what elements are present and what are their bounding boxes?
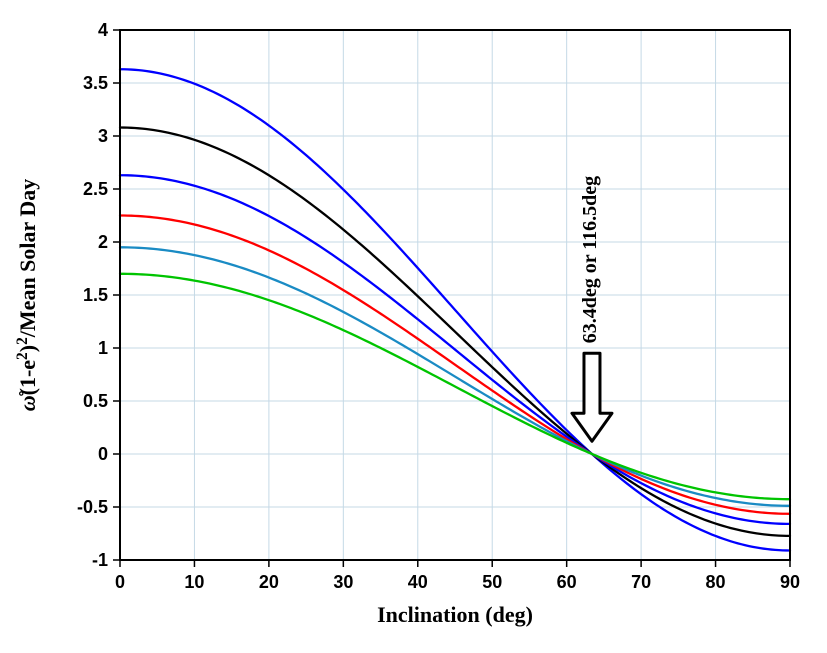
y-tick-label: 1.5 — [83, 285, 108, 305]
x-tick-label: 70 — [631, 572, 651, 592]
x-tick-label: 50 — [482, 572, 502, 592]
y-tick-label: 3.5 — [83, 73, 108, 93]
x-tick-label: 90 — [780, 572, 800, 592]
x-tick-label: 10 — [184, 572, 204, 592]
x-axis-label: Inclination (deg) — [377, 602, 533, 627]
y-tick-label: -1 — [92, 550, 108, 570]
x-tick-label: 40 — [408, 572, 428, 592]
x-tick-label: 0 — [115, 572, 125, 592]
x-tick-label: 20 — [259, 572, 279, 592]
y-tick-label: 3 — [98, 126, 108, 146]
y-tick-label: 4 — [98, 20, 108, 40]
y-tick-label: -0.5 — [77, 497, 108, 517]
chart-svg: 0 10 20 30 40 50 60 70 80 90 -1 -0.5 0 0.5 1 1.5 2 2.5 3 3.… — [0, 0, 827, 653]
y-tick-label: 0.5 — [83, 391, 108, 411]
x-tick-label: 60 — [557, 572, 577, 592]
y-tick-label: 0 — [98, 444, 108, 464]
x-tick-label: 80 — [706, 572, 726, 592]
y-tick-label: 2 — [98, 232, 108, 252]
y-axis-label: ω̊(1-e2)2/Mean Solar Day — [14, 179, 41, 412]
y-tick-label: 2.5 — [83, 179, 108, 199]
annotation-text: 63.4deg or 116.5deg — [579, 176, 601, 343]
chart-container: 0 10 20 30 40 50 60 70 80 90 -1 -0.5 0 0.5 1 1.5 2 2.5 3 3.… — [0, 0, 827, 653]
x-tick-label: 30 — [333, 572, 353, 592]
y-tick-label: 1 — [98, 338, 108, 358]
